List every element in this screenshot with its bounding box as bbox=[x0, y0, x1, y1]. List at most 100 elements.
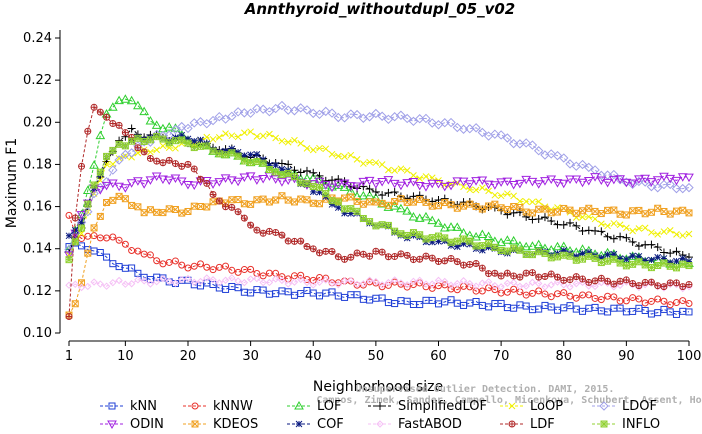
data-point bbox=[453, 237, 461, 245]
chart-title: Annthyroid_withoutdupl_05_v02 bbox=[244, 0, 516, 18]
data-point bbox=[616, 255, 624, 262]
data-point bbox=[541, 283, 549, 291]
data-point bbox=[228, 266, 236, 274]
data-point bbox=[434, 300, 442, 308]
data-point bbox=[372, 248, 379, 255]
data-point bbox=[246, 275, 255, 283]
data-point bbox=[95, 186, 106, 195]
data-point bbox=[372, 159, 380, 167]
data-point bbox=[422, 280, 430, 288]
data-point bbox=[422, 253, 429, 260]
data-point bbox=[435, 232, 442, 240]
data-point bbox=[648, 279, 655, 286]
data-point bbox=[560, 289, 568, 297]
data-point bbox=[165, 139, 173, 147]
data-point bbox=[560, 251, 568, 259]
data-point bbox=[516, 246, 524, 254]
data-point bbox=[603, 232, 612, 241]
data-point bbox=[403, 281, 411, 289]
data-point bbox=[428, 202, 436, 210]
data-point bbox=[247, 159, 254, 166]
data-point bbox=[278, 192, 286, 200]
data-point bbox=[134, 203, 142, 211]
data-point bbox=[222, 151, 229, 159]
data-point bbox=[134, 149, 142, 157]
data-point bbox=[554, 208, 561, 216]
data-point bbox=[277, 100, 287, 111]
data-point bbox=[278, 192, 286, 200]
data-point bbox=[203, 203, 211, 211]
data-point bbox=[616, 232, 625, 241]
data-point bbox=[122, 129, 129, 136]
data-point bbox=[366, 198, 373, 206]
data-point bbox=[679, 284, 687, 293]
data-point bbox=[529, 198, 536, 206]
data-point bbox=[572, 294, 580, 302]
data-point bbox=[347, 205, 355, 213]
data-point bbox=[427, 118, 437, 128]
data-point bbox=[78, 163, 85, 170]
data-point bbox=[577, 178, 588, 188]
data-point bbox=[666, 210, 674, 218]
data-point bbox=[515, 179, 525, 189]
data-point bbox=[416, 301, 424, 309]
data-point bbox=[120, 94, 131, 103]
data-point bbox=[253, 151, 261, 158]
data-point bbox=[258, 104, 268, 114]
data-point bbox=[291, 173, 298, 180]
data-point bbox=[617, 278, 624, 285]
data-point bbox=[190, 144, 198, 151]
data-point bbox=[190, 202, 198, 210]
data-point bbox=[616, 259, 624, 267]
data-point bbox=[600, 420, 608, 428]
data-point bbox=[259, 159, 267, 167]
data-point bbox=[602, 178, 613, 188]
data-point bbox=[84, 282, 92, 291]
data-point bbox=[471, 231, 481, 241]
data-point bbox=[247, 265, 255, 273]
data-point bbox=[103, 253, 111, 261]
data-point bbox=[608, 175, 619, 185]
data-point bbox=[535, 205, 543, 213]
data-point bbox=[635, 207, 643, 214]
data-point bbox=[654, 204, 662, 212]
data-point bbox=[178, 131, 186, 139]
data-point bbox=[228, 196, 236, 204]
data-point bbox=[234, 133, 242, 141]
data-point bbox=[159, 274, 167, 283]
data-point bbox=[623, 224, 630, 232]
data-point bbox=[566, 208, 574, 216]
data-point bbox=[666, 301, 674, 309]
data-point bbox=[459, 277, 468, 285]
data-point bbox=[228, 274, 236, 282]
data-point bbox=[541, 205, 549, 213]
data-point bbox=[178, 163, 185, 170]
data-point bbox=[583, 177, 594, 186]
data-point bbox=[534, 214, 543, 223]
data-point bbox=[365, 184, 374, 193]
data-point bbox=[377, 111, 387, 121]
data-point bbox=[379, 249, 386, 256]
data-point bbox=[71, 300, 79, 308]
data-point bbox=[228, 132, 236, 140]
data-point bbox=[485, 240, 492, 248]
y-tick-label: 0.22 bbox=[23, 73, 52, 88]
data-point bbox=[509, 421, 515, 427]
data-point bbox=[78, 224, 85, 232]
data-point bbox=[397, 195, 405, 203]
data-point bbox=[466, 186, 474, 194]
data-point bbox=[347, 276, 355, 285]
data-point bbox=[610, 255, 618, 263]
data-point bbox=[504, 247, 511, 255]
data-point bbox=[360, 251, 367, 258]
data-point bbox=[284, 288, 292, 296]
data-point bbox=[314, 109, 325, 120]
data-point bbox=[685, 282, 693, 291]
data-point bbox=[604, 222, 611, 230]
data-point bbox=[641, 261, 649, 269]
data-point bbox=[497, 283, 505, 291]
data-point bbox=[466, 261, 473, 268]
data-point bbox=[410, 256, 417, 263]
data-point bbox=[635, 283, 643, 292]
data-point bbox=[234, 152, 242, 160]
